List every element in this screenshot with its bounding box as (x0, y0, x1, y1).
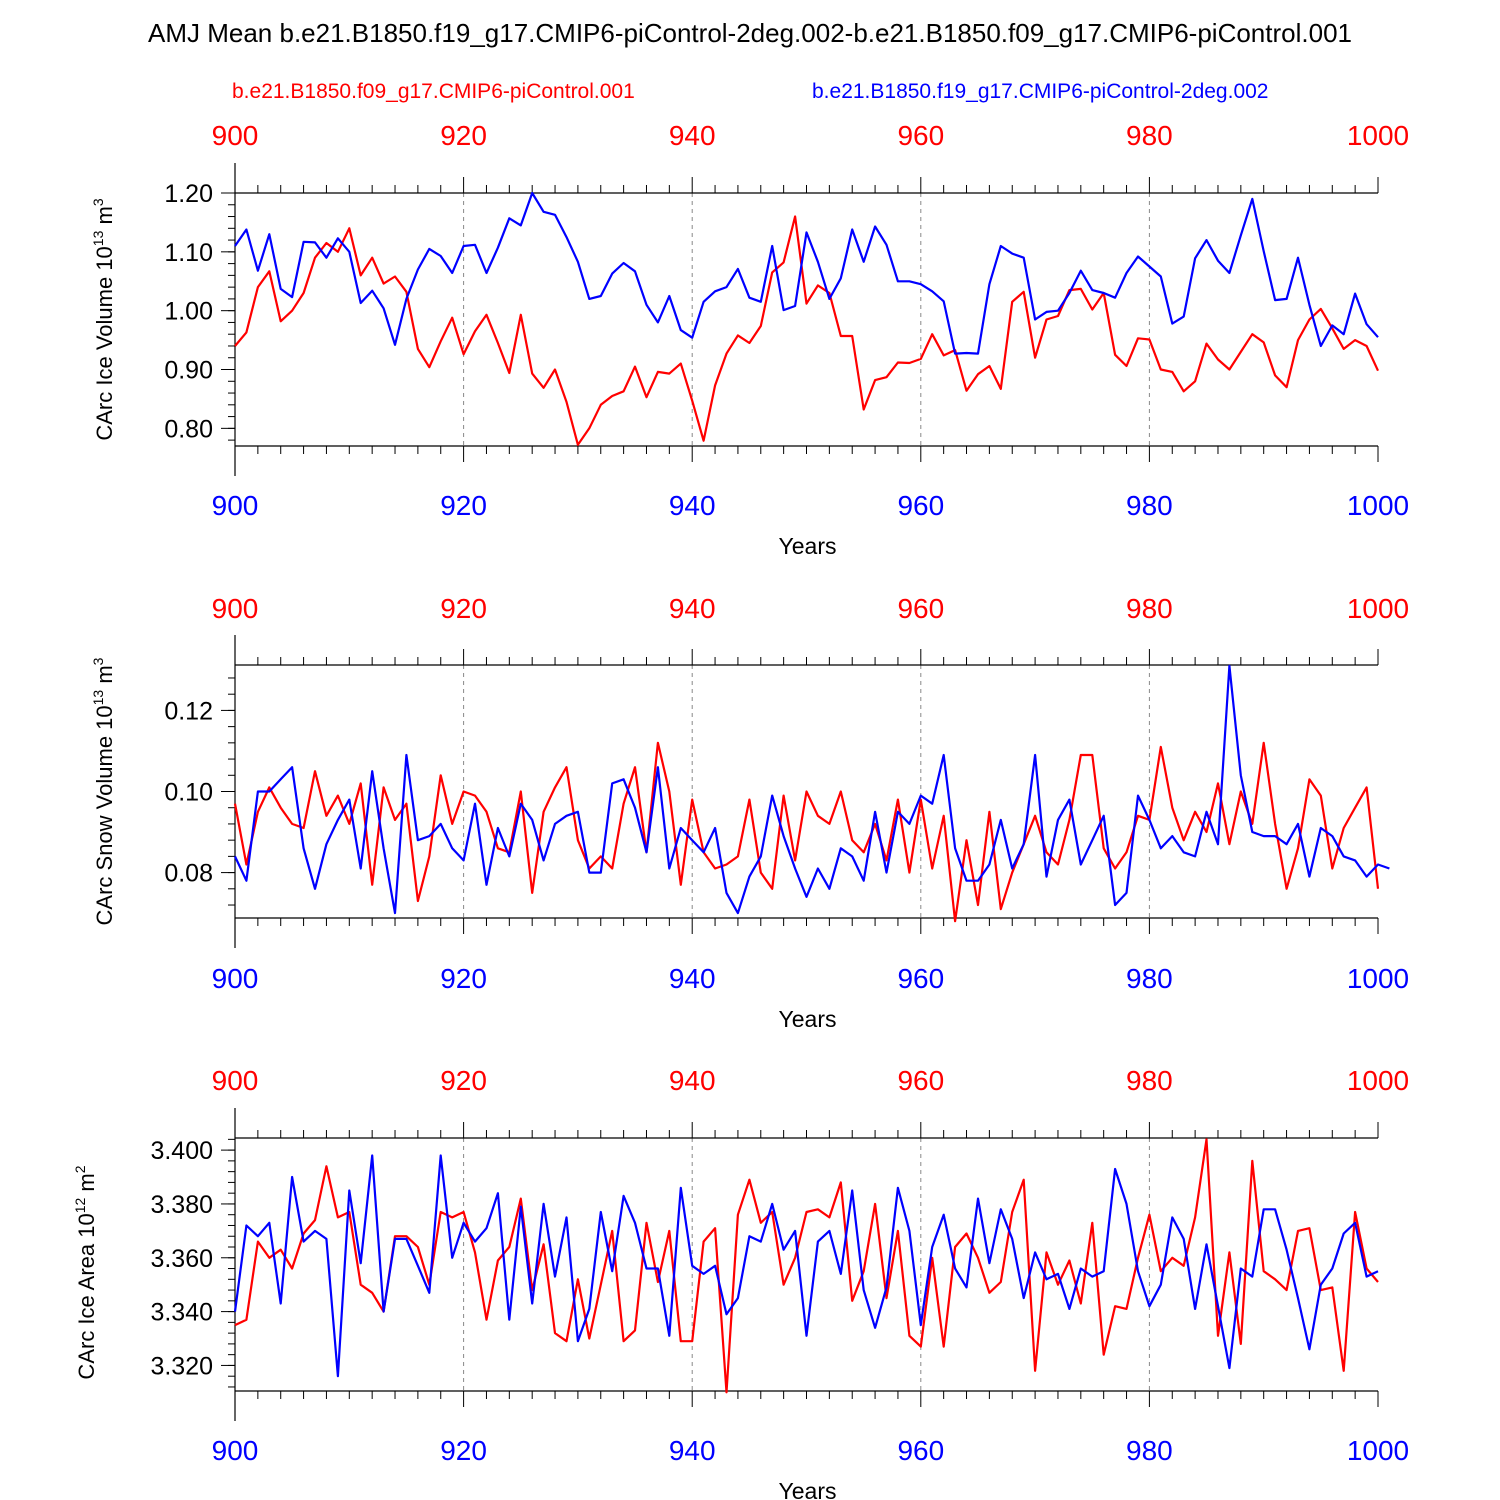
series-line-red (234, 215, 1379, 446)
x-bottom-tick-label: 1000 (1347, 490, 1409, 521)
y-tick-label: 3.320 (150, 1352, 213, 1380)
series-line-red (234, 1138, 1379, 1394)
y-tick-label: 3.380 (150, 1191, 213, 1219)
legend-red-series: b.e21.B1850.f09_g17.CMIP6-piControl.001 (232, 80, 635, 103)
x-top-tick-label: 940 (669, 120, 716, 151)
x-bottom-tick-label: 920 (440, 1435, 487, 1466)
x-top-tick-label: 1000 (1347, 593, 1409, 624)
x-top-tick-label: 1000 (1347, 1065, 1409, 1096)
y-axis-label: CArc Ice Volume 1013 m3 (90, 198, 117, 440)
x-top-tick-label: 960 (897, 120, 944, 151)
y-tick-label: 0.12 (164, 697, 213, 725)
y-tick-label: 0.80 (164, 415, 213, 443)
y-tick-label: 1.10 (164, 239, 213, 267)
x-bottom-tick-label: 900 (212, 490, 259, 521)
y-tick-label: 3.400 (150, 1137, 213, 1165)
y-tick-label: 0.10 (164, 779, 213, 807)
x-axis-label: Years (779, 1006, 837, 1032)
x-bottom-tick-label: 960 (897, 963, 944, 994)
series-line-red (233, 741, 1380, 923)
x-bottom-tick-label: 900 (212, 963, 259, 994)
x-bottom-tick-label: 940 (669, 1435, 716, 1466)
x-top-tick-label: 960 (897, 1065, 944, 1096)
x-bottom-tick-label: 960 (897, 1435, 944, 1466)
x-top-tick-label: 980 (1126, 593, 1173, 624)
y-axis-label: CArc Snow Volume 1013 m3 (90, 657, 117, 925)
y-tick-label: 1.20 (164, 180, 213, 208)
x-top-tick-label: 940 (669, 1065, 716, 1096)
x-top-tick-label: 920 (440, 1065, 487, 1096)
x-bottom-tick-label: 1000 (1347, 1435, 1409, 1466)
chart-panel-1: 0.80 0.90 1.00 1.10 1.20 900 900 920 920 940 940 96… (90, 120, 1409, 559)
y-tick-label: 0.08 (164, 860, 213, 888)
series-line-blue (234, 664, 1390, 915)
page-title: AMJ Mean b.e21.B1850.f19_g17.CMIP6-piCon… (148, 18, 1352, 48)
series-line-blue (234, 191, 1379, 355)
x-top-tick-label: 900 (212, 593, 259, 624)
x-bottom-tick-label: 920 (440, 963, 487, 994)
x-axis-label: Years (779, 1478, 837, 1500)
y-tick-label: 0.90 (164, 357, 213, 385)
y-tick-label: 3.360 (150, 1245, 213, 1273)
x-bottom-tick-label: 1000 (1347, 963, 1409, 994)
x-top-tick-label: 920 (440, 593, 487, 624)
x-bottom-tick-label: 940 (669, 963, 716, 994)
x-bottom-tick-label: 900 (212, 1435, 259, 1466)
chart-panel-3: 3.320 3.340 3.360 3.380 3.400 900 900 920 920 940… (72, 1065, 1409, 1500)
y-axis-label: CArc Ice Area 1012 m2 (72, 1165, 99, 1379)
x-axis-label: Years (779, 533, 837, 559)
x-bottom-tick-label: 920 (440, 490, 487, 521)
y-tick-label: 1.00 (164, 298, 213, 326)
x-top-tick-label: 920 (440, 120, 487, 151)
x-bottom-tick-label: 980 (1126, 1435, 1173, 1466)
x-top-tick-label: 900 (212, 1065, 259, 1096)
x-top-tick-label: 1000 (1347, 120, 1409, 151)
x-bottom-tick-label: 940 (669, 490, 716, 521)
x-bottom-tick-label: 980 (1126, 963, 1173, 994)
legend-blue-series: b.e21.B1850.f19_g17.CMIP6-piControl-2deg… (812, 80, 1269, 103)
x-top-tick-label: 960 (897, 593, 944, 624)
x-top-tick-label: 900 (212, 120, 259, 151)
chart-panel-2: 0.08 0.10 0.12 900 900 920 920 940 940 960 960 980 9… (90, 593, 1409, 1032)
x-top-tick-label: 980 (1126, 1065, 1173, 1096)
x-bottom-tick-label: 980 (1126, 490, 1173, 521)
x-top-tick-label: 980 (1126, 120, 1173, 151)
x-bottom-tick-label: 960 (897, 490, 944, 521)
series-line-blue (233, 1154, 1379, 1378)
y-tick-label: 3.340 (150, 1299, 213, 1327)
x-top-tick-label: 940 (669, 593, 716, 624)
